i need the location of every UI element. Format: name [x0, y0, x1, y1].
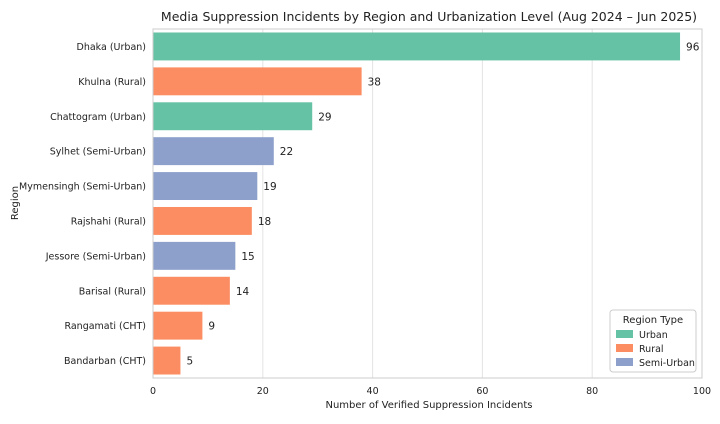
legend-entry-label: Semi-Urban: [639, 358, 695, 369]
bar-value-label: 22: [280, 146, 293, 158]
x-tick-label: 100: [693, 386, 711, 397]
x-tick-label: 0: [150, 386, 156, 397]
y-tick-label: Sylhet (Semi-Urban): [50, 147, 146, 158]
y-tick-label: Khulna (Rural): [78, 77, 146, 88]
bars: 96 38 29 22 19 18 15 14 9 5: [153, 32, 700, 375]
legend-swatch: [616, 358, 633, 366]
bar-value-label: 5: [186, 356, 193, 368]
legend-title: Region Type: [623, 315, 683, 326]
legend-entry-label: Rural: [639, 344, 664, 355]
y-tick-label: Barisal (Rural): [79, 286, 146, 297]
x-tick-label: 60: [476, 386, 488, 397]
y-tick-label: Chattogram (Urban): [50, 112, 146, 123]
y-tick-label: Rangamati (CHT): [64, 321, 146, 332]
x-axis-label: Number of Verified Suppression Incidents: [325, 400, 532, 411]
y-axis-label: Region: [10, 186, 21, 220]
legend-swatch: [616, 344, 633, 352]
bar-value-label: 14: [236, 286, 250, 298]
bar: [153, 172, 258, 201]
bar: [153, 137, 274, 166]
bar-value-label: 18: [258, 216, 271, 228]
bar: [153, 276, 230, 305]
x-tick-label: 80: [586, 386, 598, 397]
y-tick-label: Bandarban (CHT): [64, 356, 146, 367]
legend-box: [609, 309, 697, 373]
y-tick-label: Rajshahi (Rural): [71, 216, 146, 227]
chart-title: Media Suppression Incidents by Region an…: [161, 9, 697, 24]
bar: [153, 102, 313, 131]
x-tick-label: 20: [257, 386, 269, 397]
legend-swatch: [616, 330, 633, 338]
legend-entry-label: Urban: [639, 330, 668, 341]
bar: [153, 32, 681, 61]
bar-value-label: 38: [368, 76, 381, 88]
bar-value-label: 15: [241, 251, 254, 263]
y-tick-labels: Dhaka (Urban) Khulna (Rural) Chattogram (U…: [19, 42, 146, 367]
bar-value-label: 29: [318, 111, 331, 123]
bar: [153, 311, 203, 340]
bar-value-label: 96: [686, 41, 700, 53]
y-tick-label: Dhaka (Urban): [77, 42, 146, 53]
bar-value-label: 19: [263, 181, 276, 193]
bar: [153, 346, 181, 375]
bar: [153, 206, 252, 235]
y-tick-label: Jessore (Semi-Urban): [45, 251, 146, 262]
y-tick-label: Mymensingh (Semi-Urban): [19, 182, 146, 193]
bar: [153, 67, 362, 96]
bar: [153, 241, 236, 270]
x-tick-label: 40: [367, 386, 379, 397]
bar-value-label: 9: [208, 321, 215, 333]
x-tick-labels: 0 20 40 60 80 100: [150, 386, 711, 397]
legend: Region Type Urban Rural Semi-Urban: [609, 309, 697, 373]
plot-frame: [152, 28, 703, 379]
